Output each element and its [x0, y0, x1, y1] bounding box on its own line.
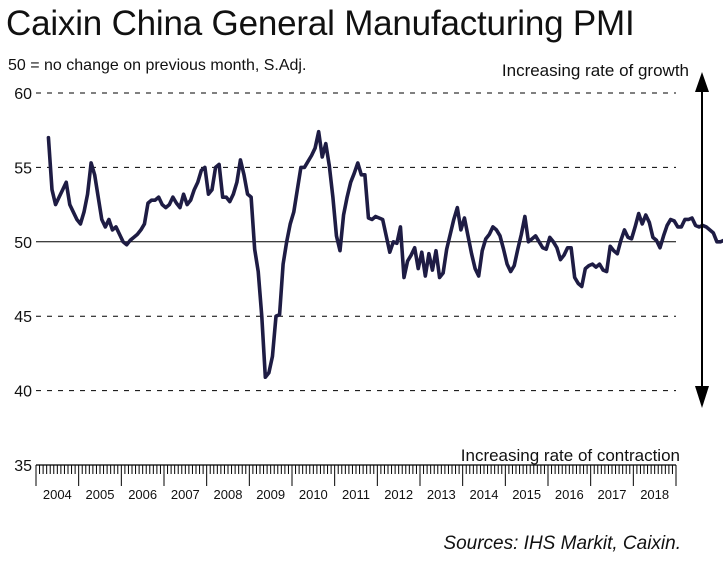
x-tick-label-2010: 2010 [299, 487, 328, 502]
y-tick-label-55: 55 [14, 160, 32, 177]
x-tick-label-2017: 2017 [598, 487, 627, 502]
y-tick-label-60: 60 [14, 86, 32, 103]
x-tick-label-2011: 2011 [342, 487, 370, 502]
y-tick-label-40: 40 [14, 384, 32, 401]
y-tick-label-35: 35 [14, 458, 32, 475]
x-tick-label-2007: 2007 [171, 487, 200, 502]
chart-subtitle: 50 = no change on previous month, S.Adj. [8, 57, 307, 74]
source-note: Sources: IHS Markit, Caixin. [443, 533, 681, 554]
x-tick-label-2005: 2005 [86, 487, 115, 502]
y-tick-label-45: 45 [14, 309, 32, 326]
arrow-down-icon [695, 386, 709, 408]
x-tick-label-2012: 2012 [384, 487, 413, 502]
chart-title: Caixin China General Manufacturing PMI [6, 4, 635, 43]
arrow-up-icon [695, 72, 709, 92]
x-tick-label-2014: 2014 [470, 487, 499, 502]
x-tick-label-2015: 2015 [512, 487, 541, 502]
x-tick-label-2013: 2013 [427, 487, 456, 502]
x-tick-label-2004: 2004 [43, 487, 72, 502]
x-tick-label-2006: 2006 [128, 487, 157, 502]
annotation-contraction: Increasing rate of contraction [461, 446, 680, 465]
y-tick-label-50: 50 [14, 235, 32, 252]
annotation-growth: Increasing rate of growth [502, 61, 689, 80]
x-tick-label-2018: 2018 [640, 487, 669, 502]
x-tick-label-2009: 2009 [256, 487, 285, 502]
x-tick-label-2016: 2016 [555, 487, 584, 502]
x-tick-label-2008: 2008 [214, 487, 243, 502]
pmi-series-line [46, 129, 723, 380]
